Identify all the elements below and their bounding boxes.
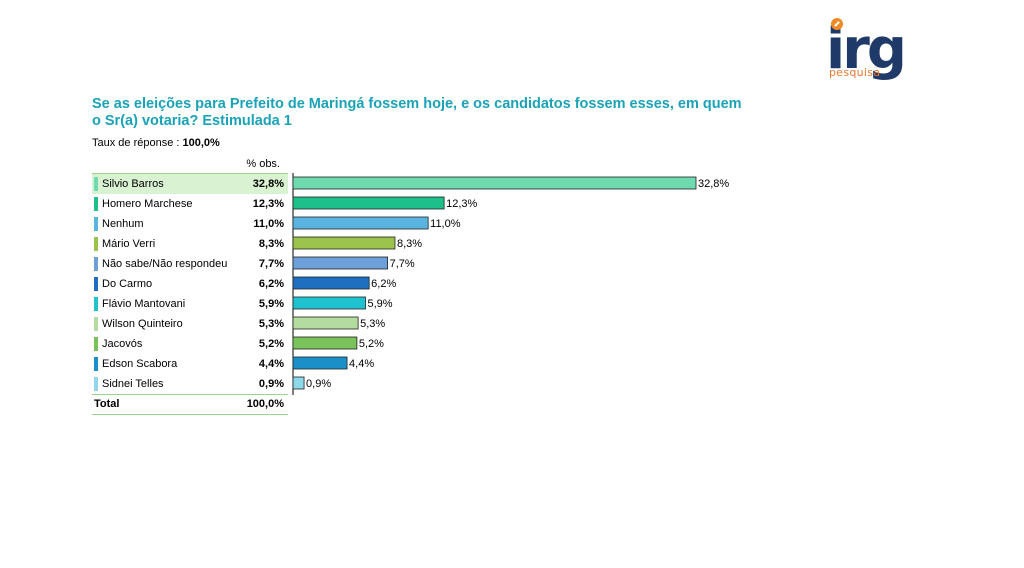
row-percent: 5,9% [258,298,284,310]
table-row: Wilson Quinteiro 5,3% [92,314,288,334]
irg-logo: irg pesquisa [824,16,924,88]
bar [292,256,389,270]
row-percent: 5,2% [258,338,284,350]
table-row: Sidnei Telles 0,9% [92,374,288,394]
table-row: Mário Verri 8,3% [92,234,288,254]
row-percent: 4,4% [258,358,284,370]
chart-title: Se as eleições para Prefeito de Maringá … [92,96,742,129]
row-label: Edson Scabora [102,358,178,370]
row-label: Não sabe/Não respondeu [102,258,228,270]
row-percent: 12,3% [252,198,284,210]
response-rate-value: 100,0% [182,137,220,149]
row-label: Sidnei Telles [102,378,164,390]
logo-dot-icon [831,18,843,30]
bar [292,376,305,390]
row-label: Silvio Barros [102,178,164,190]
row-percent: 7,7% [258,258,284,270]
response-rate: Taux de réponse : 100,0% [92,137,220,149]
column-header-obs: % obs. [246,158,280,170]
bar [292,196,445,210]
row-percent: 11,0% [253,218,284,230]
table-rows: Silvio Barros 32,8% Homero Marchese 12,3% Ne… [92,174,288,394]
table-row: Silvio Barros 32,8% [92,174,288,194]
row-percent: 32,8% [252,178,284,190]
bar-value-label: 4,4% [349,358,374,370]
bar-value-label: 0,9% [306,378,331,390]
row-color-swatch [94,217,98,231]
row-percent: 8,3% [258,238,284,250]
row-color-swatch [94,277,98,291]
bar-chart: 32,8% 12,3% 11,0% 8,3% 7,7% 6,2% 5,9% 5,3% 5,2% 4… [292,173,729,395]
results-table: % obs. Silvio Barros 32,8% Homero Marchese… [92,154,288,415]
row-percent: 5,3% [258,318,284,330]
bar [292,336,358,350]
table-row: Nenhum 11,0% [92,214,288,234]
row-color-swatch [94,237,98,251]
table-row: Homero Marchese 12,3% [92,194,288,214]
bar [292,236,396,250]
bar-value-label: 11,0% [430,218,461,230]
bar-value-label: 5,9% [367,298,392,310]
row-label: Nenhum [102,218,144,230]
row-label: Mário Verri [102,238,156,250]
row-color-swatch [94,337,98,351]
bar-value-label: 12,3% [446,198,477,210]
row-color-swatch [94,297,98,311]
bar [292,216,429,230]
row-label: Homero Marchese [102,198,193,210]
total-label: Total [94,398,120,410]
row-label: Wilson Quinteiro [102,318,183,330]
table-row: Do Carmo 6,2% [92,274,288,294]
bar [292,176,697,190]
bar [292,316,359,330]
row-color-swatch [94,177,98,191]
row-label: Flávio Mantovani [102,298,186,310]
logo-subtitle: pesquisa [829,66,881,79]
bar-value-label: 6,2% [371,278,396,290]
bar-value-label: 5,3% [360,318,385,330]
row-label: Do Carmo [102,278,153,290]
table-row: Jacovós 5,2% [92,334,288,354]
table-row: Flávio Mantovani 5,9% [92,294,288,314]
row-color-swatch [94,197,98,211]
bar-value-label: 7,7% [390,258,415,270]
bar-value-label: 8,3% [397,238,422,250]
table-total-row: Total 100,0% [92,394,288,415]
bar [292,296,366,310]
bar [292,356,348,370]
row-color-swatch [94,257,98,271]
row-color-swatch [94,357,98,371]
logo-wordmark: irg [826,17,907,82]
row-color-swatch [94,317,98,331]
bar-value-label: 32,8% [698,178,729,190]
row-label: Jacovós [102,338,143,350]
row-color-swatch [94,377,98,391]
table-header: % obs. [92,154,288,174]
table-row: Não sabe/Não respondeu 7,7% [92,254,288,274]
response-rate-label: Taux de réponse : [92,137,183,149]
total-value: 100,0% [246,398,284,410]
bar [292,276,370,290]
bar-value-label: 5,2% [359,338,384,350]
row-percent: 6,2% [258,278,284,290]
row-percent: 0,9% [258,378,284,390]
table-row: Edson Scabora 4,4% [92,354,288,374]
